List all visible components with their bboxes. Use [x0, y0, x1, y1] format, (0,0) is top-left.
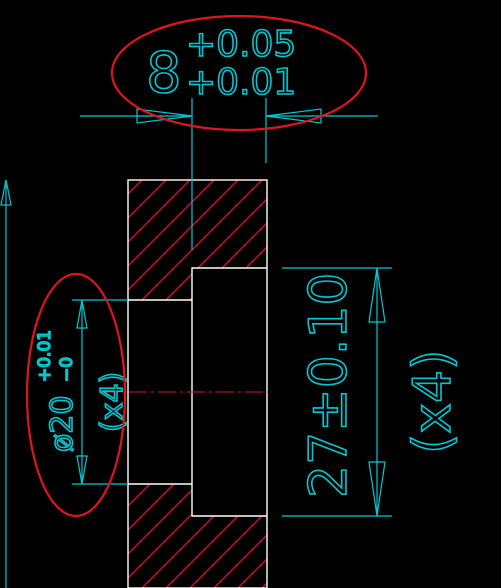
left-nominal: ø20 [45, 395, 80, 452]
top-dimension-label: 8 +0.05 +0.01 [145, 23, 297, 107]
right-count: (x4) [403, 350, 463, 454]
left-upper-tolerance: +0.01 [35, 330, 55, 382]
right-value: 27±0.10 [299, 272, 359, 498]
top-upper-tolerance: +0.05 [186, 24, 296, 65]
left-tolerance-highlight [25, 272, 127, 518]
top-lower-tolerance: +0.01 [186, 62, 296, 103]
left-lower-tolerance: −0 [57, 357, 77, 382]
right-dimension-label: 27±0.10 (x4) [298, 272, 464, 499]
part-outline [127, 179, 268, 588]
top-tolerance-highlight [110, 14, 368, 132]
top-nominal: 8 [146, 41, 182, 106]
